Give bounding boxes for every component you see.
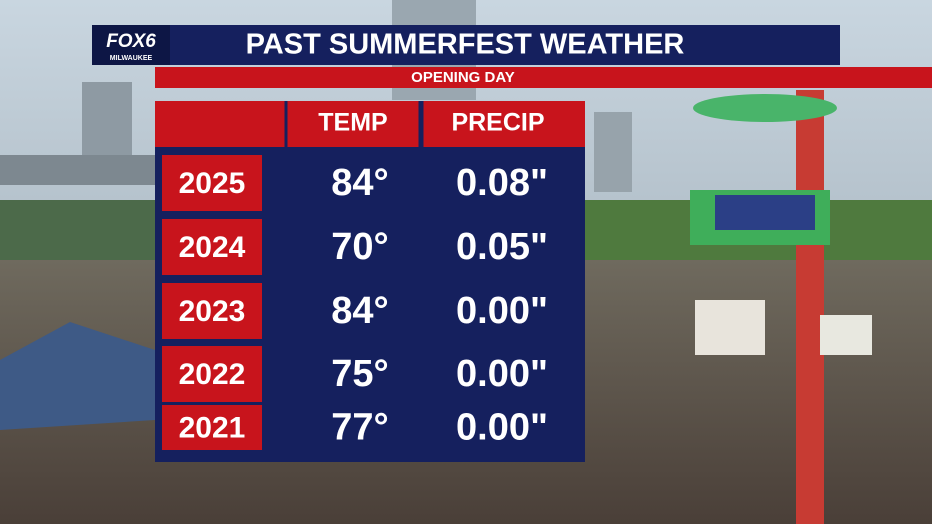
booth	[820, 315, 872, 355]
year-box	[162, 283, 262, 339]
precip: 0.08"	[456, 162, 548, 204]
temp: 77°	[331, 407, 388, 449]
bridge	[0, 155, 160, 185]
precip: 0.00"	[456, 407, 548, 449]
subtitle: OPENING DAY	[411, 69, 515, 86]
booth	[695, 300, 765, 355]
year-box	[162, 219, 262, 275]
temp: 84°	[331, 162, 388, 204]
subtitle-bar	[155, 67, 932, 88]
precip: 0.00"	[456, 290, 548, 332]
trees	[0, 200, 160, 270]
pole	[796, 90, 824, 524]
column-header: TEMP	[318, 109, 387, 137]
logo-sub: MILWAUKEE	[110, 55, 153, 62]
building	[594, 112, 632, 192]
logo: FOX6	[106, 31, 156, 52]
year-box	[162, 346, 262, 402]
precip: 0.00"	[456, 353, 548, 395]
year: 2024	[179, 231, 246, 264]
year: 2021	[179, 411, 246, 444]
gondola-sign	[715, 195, 815, 230]
precip: 0.05"	[456, 226, 548, 268]
gondola-roof	[693, 94, 837, 122]
year-box	[162, 405, 262, 450]
year: 2022	[179, 358, 246, 391]
temp: 70°	[331, 226, 388, 268]
year: 2023	[179, 295, 246, 328]
logo-box	[92, 25, 170, 65]
temp: 84°	[331, 290, 388, 332]
temp: 75°	[331, 353, 388, 395]
title-bar	[92, 25, 840, 65]
year: 2025	[179, 167, 246, 200]
title: PAST SUMMERFEST WEATHER	[246, 29, 685, 61]
year-box	[162, 155, 262, 211]
roof	[0, 322, 155, 430]
column-header: PRECIP	[451, 109, 544, 137]
table-header	[155, 101, 585, 147]
